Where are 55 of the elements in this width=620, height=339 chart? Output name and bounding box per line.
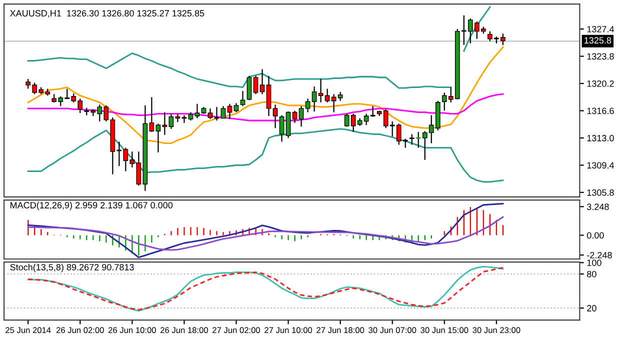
candlestick [194,103,200,119]
candlestick [260,68,265,95]
candlestick [318,78,324,103]
x-tick-label: 30 Jun 07:00 [368,327,416,334]
candlestick [227,103,232,120]
candlestick [220,106,226,119]
y-tick-label: 100 [587,260,602,266]
candlestick [266,75,272,117]
x-tick-label: 27 Jun 18:00 [316,327,364,334]
candlestick [298,106,304,128]
candlestick [253,75,258,95]
chart-title: Stoch(13,5,8) 89.2672 90.7813 [10,264,134,272]
x-tick-label: 30 Jun 15:00 [420,327,468,334]
candlestick [214,106,220,122]
y-tick-label: 1309.4 [587,162,614,169]
line-series [27,216,504,251]
candlestick [409,134,414,146]
candlestick [279,114,284,142]
x-tick-label: 30 Jun 23:00 [472,327,520,334]
candlestick [182,114,187,124]
candlestick [156,123,161,153]
candlestick [312,86,317,112]
x-tick-label: 27 Jun 10:00 [264,327,312,334]
y-tick-label: 20 [587,305,596,312]
x-tick-label: 26 Jun 10:00 [108,327,156,334]
candlestick [272,104,278,129]
candlestick [292,110,298,124]
x-tick-label: 26 Jun 18:00 [160,327,208,334]
y-tick-label: 1327.4 [587,26,614,32]
candlestick [234,102,239,113]
y-tick-label: 80 [587,270,596,278]
candlestick [168,113,174,130]
chart-title: MACD(12,26,9) 2.959 2.139 1.067 0.000 [10,202,173,210]
candlestick [246,75,252,101]
y-tick-label: 1316.6 [587,108,614,114]
candlestick [149,96,154,132]
ref-line-label: 1325.8 [584,37,612,44]
text: XAUUSD,H1 1326.30 1326.80 1325.27 1325.85 [10,10,204,18]
y-tick-label: 0.00 [586,232,604,239]
x-tick-label: 27 Jun 02:00 [212,327,260,334]
x-tick-label: 25 Jun 2014 [6,327,51,334]
candlestick [324,88,330,103]
y-tick-label: 1305.8 [587,189,614,196]
candlestick [338,91,343,102]
y-tick-label: 1313.0 [587,134,614,142]
y-tick-label: 1323.8 [587,53,614,60]
x-tick-label: 26 Jun 02:00 [56,327,104,334]
candlestick [286,110,291,139]
y-tick-label: -2.248 [587,252,612,258]
line-series [27,46,504,144]
y-tick-label: 1320.2 [587,80,614,87]
candlestick [208,108,213,120]
candlestick [240,90,246,107]
candlestick [305,98,310,113]
y-tick-label: 3.248 [586,204,609,210]
